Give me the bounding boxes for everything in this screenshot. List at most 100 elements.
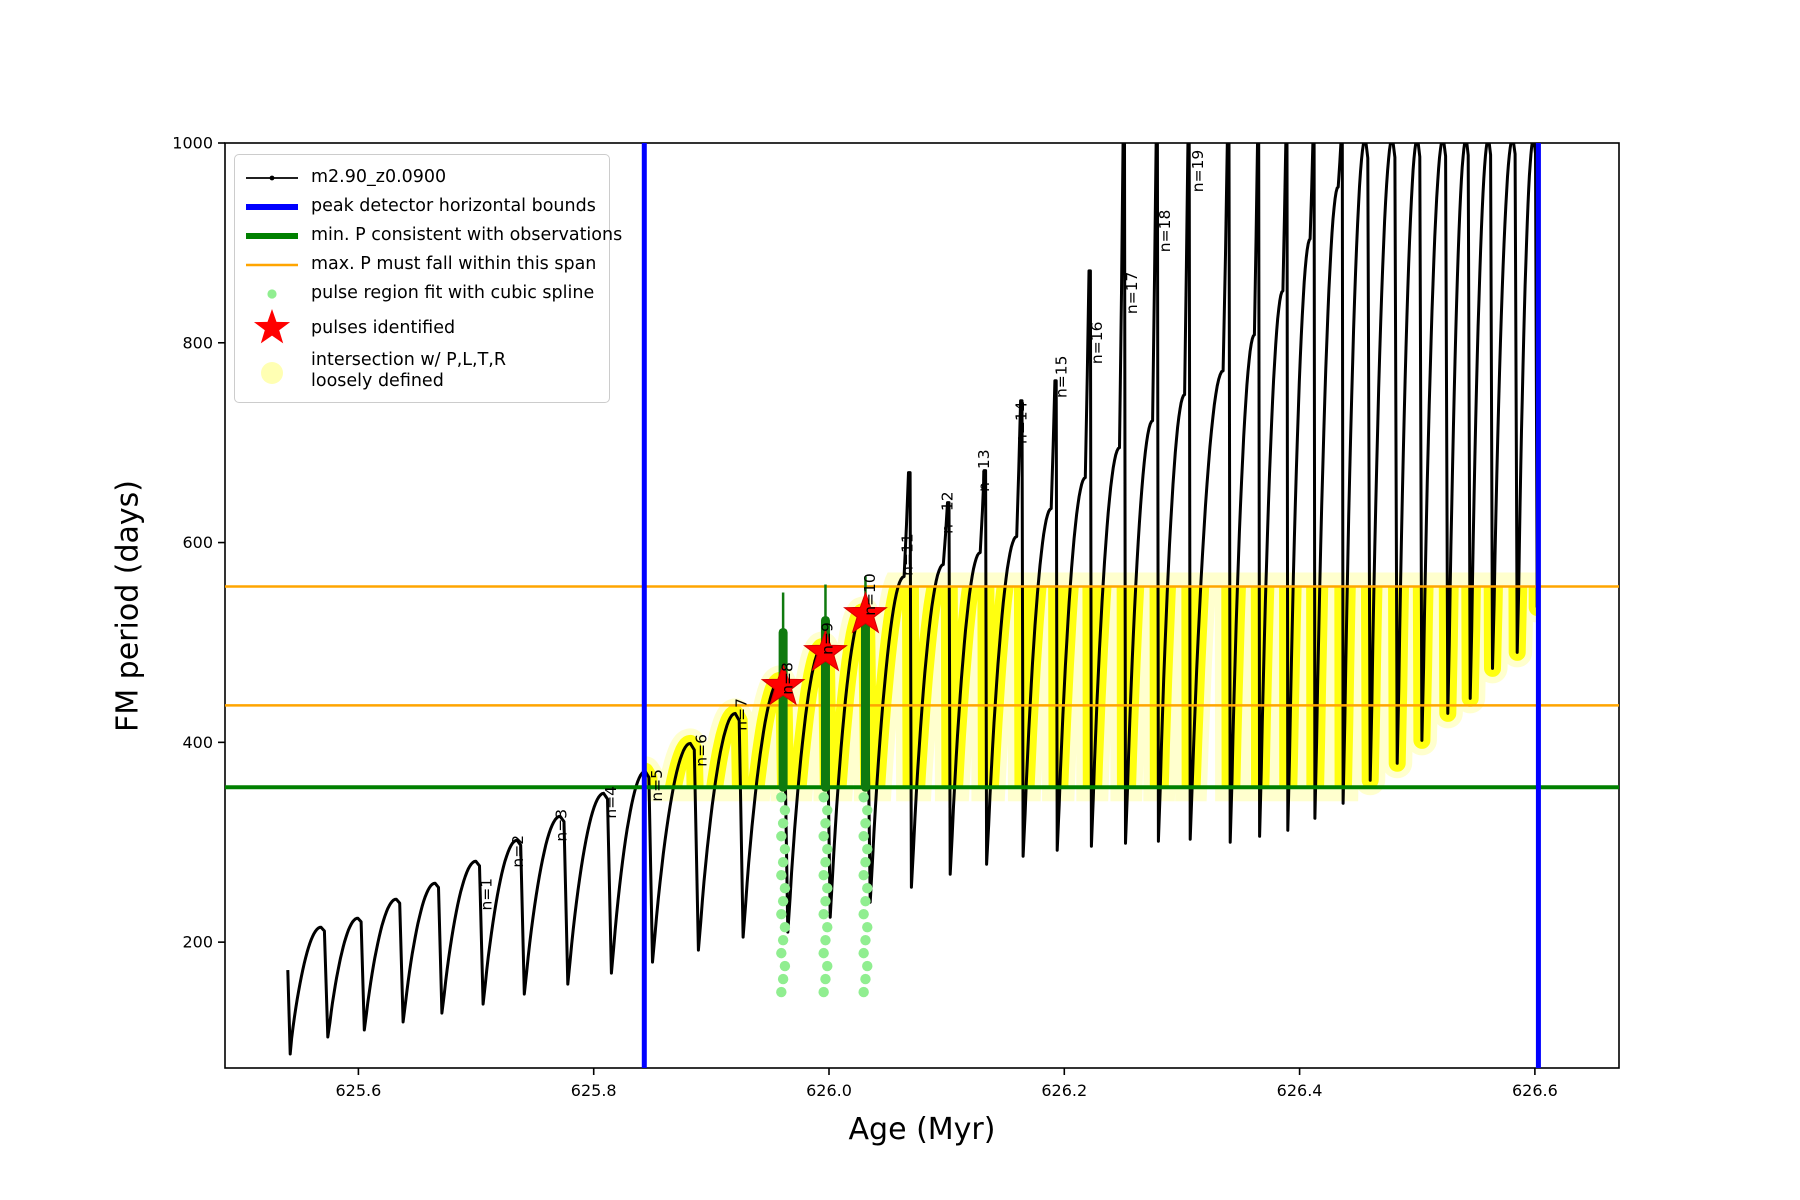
spline-fit-dot (858, 947, 869, 959)
pulse-label-n-14: n=14 (1013, 401, 1031, 444)
spline-fit-dot (777, 857, 789, 868)
spline-fit-dot (860, 934, 871, 946)
pulse-identified-star (760, 662, 806, 706)
yellow-dot-icon (243, 356, 301, 386)
legend-row-intersection: intersection w/ P,L,T,R loosely defined (243, 348, 599, 394)
pulse-label-n-15: n=15 (1053, 355, 1071, 398)
spline-fit-dot (779, 960, 791, 972)
lightgreen-dot-icon (243, 281, 301, 307)
spline-fit-dot (822, 844, 833, 855)
spline-fit-dot (822, 921, 833, 933)
x-tick-label: 626.4 (1277, 1081, 1323, 1100)
pulse-label-n-3: n=3 (553, 809, 571, 842)
spline-fit-dot (818, 831, 829, 842)
spline-fit-dot (779, 844, 791, 855)
spline-fit-dot (818, 908, 829, 920)
spline-fit-dot (818, 870, 829, 881)
spline-fit-dot (820, 818, 831, 829)
pulse-label-n-10: n=10 (861, 573, 879, 616)
y-tick-label: 400 (182, 733, 213, 752)
pulse-label-n-11: n=11 (899, 533, 917, 576)
spline-fit-dot (862, 882, 873, 894)
spline-fit-dot (858, 908, 869, 920)
spline-fit-dot (776, 831, 787, 842)
orange-line-icon (243, 252, 301, 278)
spline-fit-dot (818, 792, 829, 803)
pulse-label-n-2: n=2 (509, 835, 527, 868)
spline-fit-dot (820, 934, 831, 946)
spline-fit-dot (820, 973, 831, 985)
spline-fit-dot (860, 973, 871, 985)
legend-row-max-P: max. P must fall within this span (243, 250, 599, 279)
spline-fit-dot (776, 792, 787, 803)
y-tick-label: 1000 (172, 134, 213, 153)
pulse-label-n-1: n=1 (477, 878, 495, 911)
pulse-label-n-12: n=12 (939, 491, 957, 534)
pulse-label-n-17: n=17 (1123, 272, 1141, 315)
legend-row-peak-bounds: peak detector horizontal bounds (243, 192, 599, 221)
spline-fit-dot (777, 818, 789, 829)
pulse-identified-star (803, 628, 848, 672)
spline-fit-dot (777, 973, 789, 985)
legend-label-spline: pulse region fit with cubic spline (311, 283, 595, 303)
y-tick-label: 800 (182, 333, 213, 352)
red-star-icon (243, 308, 301, 348)
legend-row-min-P: min. P consistent with observations (243, 221, 622, 250)
spline-fit-dot (776, 947, 787, 959)
pulse-identified-star (843, 590, 888, 634)
pulse-label-n-8: n=8 (779, 662, 797, 695)
spline-fit-dot (777, 934, 789, 946)
spline-fit-dot (858, 792, 869, 803)
legend-row-spline: pulse region fit with cubic spline (243, 279, 599, 308)
spline-fit-dot (818, 986, 829, 998)
y-tick-label: 200 (182, 933, 213, 952)
x-tick-label: 625.8 (571, 1081, 617, 1100)
spline-fit-dot (777, 895, 789, 907)
legend-label-intersection: intersection w/ P,L,T,R loosely defined (311, 350, 506, 392)
spline-fit-dot (862, 805, 873, 816)
spline-fit-dot (776, 870, 787, 881)
pulse-label-n-9: n=9 (819, 622, 837, 655)
pulse-label-n-19: n=19 (1189, 150, 1207, 193)
x-tick-label: 626.0 (806, 1081, 852, 1100)
spline-fit-dot (858, 870, 869, 881)
legend-row-series: m2.90_z0.0900 (243, 163, 599, 192)
legend-label-intersection-line2: loosely defined (311, 371, 444, 391)
pulse-label-n-6: n=6 (693, 734, 711, 767)
x-tick-label: 626.6 (1512, 1081, 1558, 1100)
legend-label-pulses: pulses identified (311, 317, 456, 338)
spline-fit-dot (776, 986, 787, 998)
spline-fit-dot (779, 921, 791, 933)
pulse-label-n-16: n=16 (1088, 322, 1106, 365)
spline-fit-dot (860, 895, 871, 907)
spline-fit-dot (822, 960, 833, 972)
green-line-icon (243, 223, 301, 249)
pulse-label-n-7: n=7 (733, 698, 751, 731)
spline-fit-dot (776, 908, 787, 920)
x-axis-title: Age (Myr) (848, 1112, 996, 1147)
legend-label-min-P: min. P consistent with observations (311, 225, 623, 245)
spline-fit-dot (818, 947, 829, 959)
spline-fit-dot (862, 844, 873, 855)
spline-fit-dot (779, 882, 791, 894)
x-tick-label: 626.2 (1041, 1081, 1087, 1100)
spline-fit-dot (779, 805, 791, 816)
legend-label-intersection-line1: intersection w/ P,L,T,R (311, 350, 506, 370)
spline-fit-dot (822, 882, 833, 894)
spline-fit-dot (820, 895, 831, 907)
spline-fit-dot (820, 857, 831, 868)
x-tick-label: 625.6 (336, 1081, 382, 1100)
pulse-label-n-4: n=4 (602, 786, 620, 819)
legend-label-peak-bounds: peak detector horizontal bounds (311, 196, 596, 216)
fm-period-curve (286, 143, 1539, 1056)
y-axis-title: FM period (days) (110, 480, 146, 732)
blue-line-icon (243, 194, 301, 220)
plot-border (224, 142, 1620, 1069)
legend-row-pulses: pulses identified (243, 308, 599, 348)
spline-fit-dot (862, 921, 873, 933)
spline-fit-dot (862, 960, 873, 972)
series-line-icon (243, 165, 301, 191)
spline-fit-dot (860, 818, 871, 829)
